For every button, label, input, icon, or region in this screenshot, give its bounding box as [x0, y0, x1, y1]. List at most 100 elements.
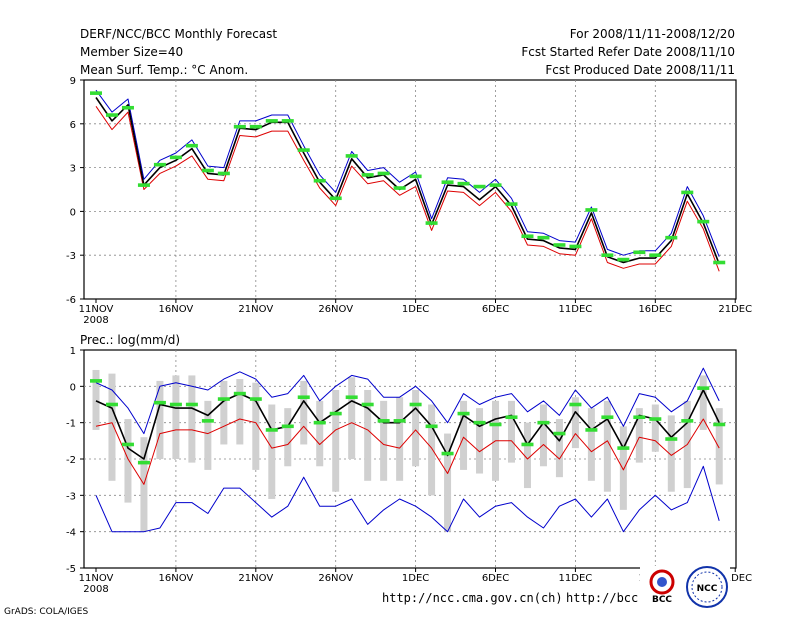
observed-marker [313, 178, 326, 183]
spread-bar [300, 380, 308, 445]
spread-bar [699, 375, 707, 430]
y-tick-label: -1 [66, 419, 76, 430]
observed-marker [681, 419, 694, 423]
observed-marker [553, 243, 566, 247]
spread-bar [619, 426, 627, 510]
observed-marker [345, 154, 358, 158]
y-tick-label: -6 [66, 295, 76, 306]
observed-marker [217, 171, 230, 176]
header-produced-date: Fcst Produced Date 2008/11/11 [545, 63, 735, 77]
observed-marker [201, 419, 214, 423]
spread-bar [316, 400, 324, 467]
y-tick-label: 0 [70, 382, 76, 393]
observed-marker [377, 171, 390, 176]
x-tick-label: 11DEC [559, 304, 593, 315]
footer-url-ncc[interactable]: http://ncc.cma.gov.cn(ch) [382, 591, 563, 605]
observed-marker [121, 442, 134, 447]
observed-marker [553, 431, 566, 436]
observed-marker [90, 91, 102, 95]
observed-marker [90, 379, 102, 383]
y-tick-label: -2 [66, 455, 76, 466]
series-line-lower [95, 418, 720, 485]
spread-bar [428, 404, 436, 496]
observed-marker [137, 183, 150, 187]
observed-marker [713, 260, 726, 265]
bcc-logo: BCC [640, 566, 684, 606]
spread-bar [156, 380, 164, 459]
observed-marker [473, 184, 486, 189]
spread-bar [555, 419, 563, 478]
observed-marker [281, 119, 294, 123]
observed-marker [281, 424, 294, 429]
observed-marker [505, 202, 518, 206]
observed-marker [169, 155, 182, 160]
observed-marker [329, 411, 342, 416]
spread-bar [380, 400, 388, 481]
spread-bar [715, 408, 723, 485]
spread-bar [92, 369, 100, 430]
y-tick-label: 9 [70, 76, 76, 87]
observed-marker [537, 235, 550, 240]
spread-bar [412, 389, 420, 467]
series-line-lowest [95, 465, 720, 533]
spread-bar [268, 404, 276, 499]
spread-bar [124, 419, 132, 503]
observed-marker [393, 186, 406, 190]
observed-marker [265, 428, 278, 432]
series-line-lower [95, 106, 720, 272]
y-tick-label: 3 [70, 164, 76, 175]
y-tick-label: 0 [70, 207, 76, 218]
x-tick-label: 21DEC [718, 304, 752, 315]
x-tick-label: 11NOV [79, 304, 114, 315]
x-year-label: 2008 [83, 315, 108, 326]
spread-bar [396, 397, 404, 481]
y-tick-label: 1 [70, 346, 76, 357]
observed-marker [489, 183, 502, 187]
spread-bar [444, 433, 452, 532]
header-title: DERF/NCC/BCC Monthly Forecast [80, 27, 277, 41]
observed-marker [201, 168, 214, 173]
spread-bar [539, 404, 547, 467]
observed-marker [425, 424, 438, 429]
observed-marker [105, 402, 118, 407]
observed-marker [521, 234, 534, 239]
observed-marker [665, 235, 678, 240]
footer-url-bcc[interactable]: http://bcc. [566, 591, 645, 605]
bcc-logo-text: BCC [652, 595, 672, 605]
x-tick-label: 16NOV [159, 304, 194, 315]
observed-marker [665, 437, 678, 441]
observed-marker [617, 446, 630, 450]
observed-marker [153, 162, 166, 167]
header-member-size: Member Size=40 [80, 45, 183, 59]
observed-marker [633, 415, 646, 420]
spread-bar [651, 404, 659, 452]
observed-marker [601, 253, 614, 257]
observed-marker [297, 395, 310, 400]
spread-bar [571, 397, 579, 449]
header-start-date: Fcst Started Refer Date 2008/11/10 [521, 45, 735, 59]
observed-marker [249, 124, 262, 129]
observed-marker [649, 253, 662, 257]
x-tick-label: 21NOV [238, 304, 273, 315]
observed-marker [649, 417, 662, 421]
spread-bar [252, 382, 260, 470]
observed-marker [105, 113, 118, 117]
observed-marker [297, 148, 310, 152]
x-tick-label: 26NOV [318, 573, 353, 584]
header-variable: Mean Surf. Temp.: °C Anom. [80, 63, 248, 77]
observed-marker [121, 105, 134, 110]
observed-marker [233, 124, 246, 129]
series-line-mean [95, 97, 720, 265]
spread-bar [460, 400, 468, 470]
observed-marker [601, 415, 614, 420]
spread-bar [172, 375, 180, 459]
spread-bar [635, 408, 643, 463]
observed-marker [681, 190, 694, 195]
observed-marker [137, 460, 150, 465]
observed-marker [521, 442, 534, 447]
y-tick-label: -5 [66, 564, 76, 575]
y-tick-label: -4 [66, 528, 76, 539]
observed-marker [249, 397, 262, 401]
spread-bar [284, 408, 292, 467]
observed-marker [153, 400, 166, 405]
